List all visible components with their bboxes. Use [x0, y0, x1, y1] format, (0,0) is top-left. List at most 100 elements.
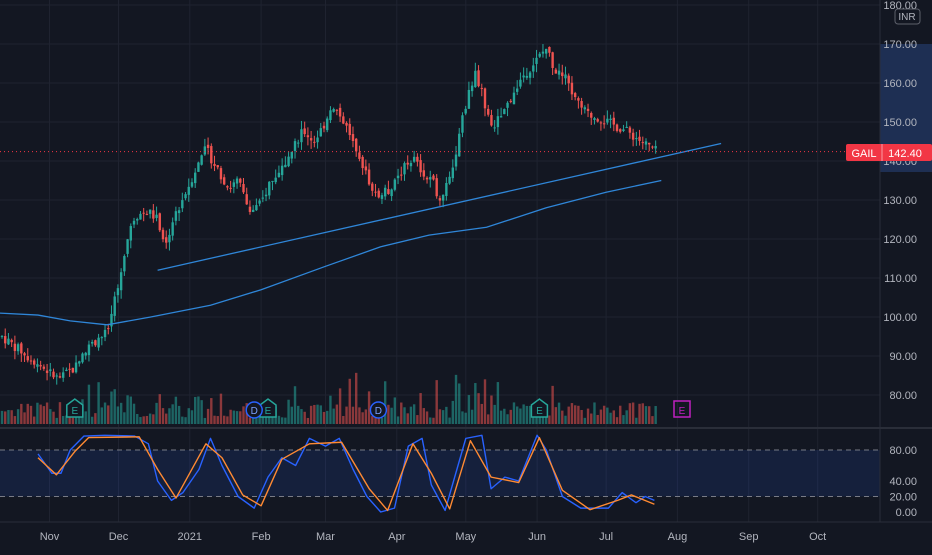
candle-body: [609, 118, 612, 121]
candle-body: [187, 186, 190, 195]
volume-bar: [190, 410, 194, 424]
volume-bar: [525, 405, 529, 424]
candle-body: [65, 369, 68, 371]
volume-bar: [148, 413, 152, 424]
candle-body: [451, 167, 454, 179]
candle-body: [268, 181, 271, 196]
symbol-label: GAIL: [851, 148, 876, 160]
currency-label[interactable]: INR: [894, 8, 921, 25]
candle-body: [313, 141, 316, 143]
candle-body: [425, 177, 429, 180]
earnings-marker-label: E: [679, 406, 686, 417]
candle-body: [564, 74, 567, 79]
volume-bar: [396, 416, 400, 424]
volume-bar: [528, 405, 532, 424]
candle-body: [152, 210, 155, 219]
candle-body: [168, 234, 171, 243]
volume-bar: [512, 402, 516, 424]
volume-bar: [123, 412, 126, 424]
volume-bar: [416, 415, 419, 424]
volume-bar: [590, 413, 593, 424]
candle-body: [477, 70, 480, 87]
event-markers: E E E ED D: [66, 398, 691, 419]
candle-body: [612, 117, 615, 125]
volume-bar: [516, 406, 519, 424]
y-tick-label: 80.00: [889, 390, 917, 402]
volume-bar: [309, 405, 313, 424]
candle-body: [52, 371, 55, 378]
volume-bar: [171, 404, 174, 424]
candle-body: [458, 133, 461, 157]
candle-body: [448, 176, 451, 184]
volume-bar: [300, 409, 303, 424]
volume-bar: [26, 403, 29, 424]
volume-bar: [583, 417, 587, 424]
candle-body: [445, 182, 448, 196]
candle-body: [206, 144, 210, 148]
candle-body: [496, 116, 500, 128]
candle-body: [509, 100, 512, 102]
earnings-marker: E: [66, 398, 84, 418]
volume-bar: [419, 393, 422, 424]
candle-body: [132, 220, 136, 225]
volume-bar: [441, 410, 445, 424]
candle-body: [615, 124, 619, 131]
dividend-marker-circle: [369, 401, 388, 419]
candle-body: [16, 344, 20, 352]
candle-body: [87, 344, 91, 356]
volume-bar: [261, 411, 265, 424]
candle-body: [245, 194, 248, 205]
volume-bar: [409, 406, 413, 424]
volume-bar: [71, 417, 75, 424]
candle-body: [544, 48, 548, 54]
volume-bars: [0, 372, 657, 424]
candle-body: [58, 376, 62, 378]
volume-bar: [580, 409, 583, 424]
volume-bar: [4, 411, 7, 424]
volume-bar: [58, 402, 62, 424]
candle-body: [277, 172, 281, 178]
volume-bar: [380, 417, 384, 424]
y-tick-label: 130.00: [883, 195, 917, 207]
candle-body: [142, 212, 145, 214]
volume-bar: [161, 408, 165, 424]
earnings-marker-shape: [530, 398, 549, 418]
candle-body: [358, 152, 361, 159]
volume-bar: [564, 415, 567, 424]
candle-body: [580, 101, 583, 108]
candle-body: [280, 165, 284, 176]
candle-body: [184, 194, 187, 199]
volume-bar: [277, 415, 281, 424]
volume-bar: [641, 403, 644, 424]
volume-bar: [400, 402, 403, 424]
candle-body: [406, 162, 409, 165]
candle-body: [13, 343, 17, 351]
candle-body: [290, 151, 293, 159]
volume-bar: [174, 396, 178, 424]
volume-bar: [187, 408, 190, 424]
candle-body: [599, 122, 603, 124]
volume-bar: [345, 406, 348, 424]
volume-bar: [119, 402, 123, 424]
earnings-marker-shape: [66, 398, 84, 418]
volume-bar: [136, 413, 139, 424]
volume-bar: [342, 416, 345, 424]
volume-bar: [554, 407, 558, 424]
candle-body: [400, 174, 403, 176]
candle-body: [383, 187, 387, 197]
volume-bar: [619, 405, 622, 424]
volume-bar: [383, 381, 387, 424]
volume-bar: [222, 415, 226, 424]
candle-body: [165, 237, 168, 243]
candle-body: [145, 213, 149, 215]
candle-body: [194, 172, 197, 184]
candle-body: [525, 75, 529, 78]
candle-body: [319, 128, 322, 137]
volume-bar: [593, 402, 596, 424]
volume-bar: [258, 411, 261, 424]
candle-body: [364, 166, 368, 171]
candle-body: [42, 366, 46, 369]
candle-body: [338, 107, 342, 117]
volume-bar: [116, 406, 120, 424]
